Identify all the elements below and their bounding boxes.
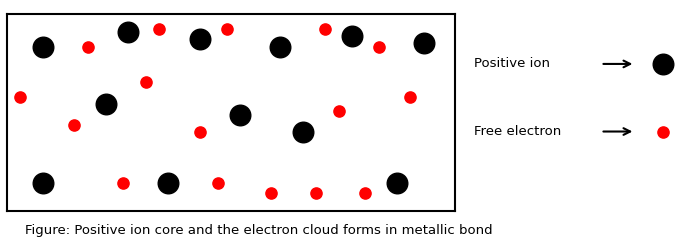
Point (140, 80, 151, 84)
Point (657, 62, 668, 66)
Point (311, 191, 322, 195)
Point (154, 27, 165, 31)
Point (373, 45, 384, 48)
Point (234, 113, 246, 116)
Text: Free electron: Free electron (473, 125, 561, 138)
Point (319, 27, 330, 31)
Point (221, 27, 232, 31)
Point (333, 109, 344, 113)
Point (194, 37, 205, 41)
Point (118, 181, 129, 185)
Point (346, 34, 358, 38)
Text: Figure: Positive ion core and the electron cloud forms in metallic bond: Figure: Positive ion core and the electr… (25, 224, 493, 237)
Point (360, 191, 371, 195)
Point (212, 181, 223, 185)
Point (297, 131, 308, 134)
Point (274, 45, 286, 48)
Point (82, 45, 93, 48)
Point (266, 191, 277, 195)
Text: Positive ion: Positive ion (473, 57, 550, 70)
Point (418, 41, 429, 45)
Point (405, 95, 416, 99)
Point (162, 181, 174, 185)
Point (37, 181, 48, 185)
Point (122, 30, 134, 34)
Point (194, 131, 205, 134)
Point (37, 45, 48, 48)
Point (657, 130, 668, 133)
Point (391, 181, 402, 185)
Point (69, 123, 80, 127)
Point (100, 102, 111, 106)
Point (15, 95, 26, 99)
